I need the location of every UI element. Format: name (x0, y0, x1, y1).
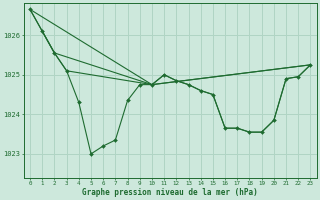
X-axis label: Graphe pression niveau de la mer (hPa): Graphe pression niveau de la mer (hPa) (82, 188, 258, 197)
